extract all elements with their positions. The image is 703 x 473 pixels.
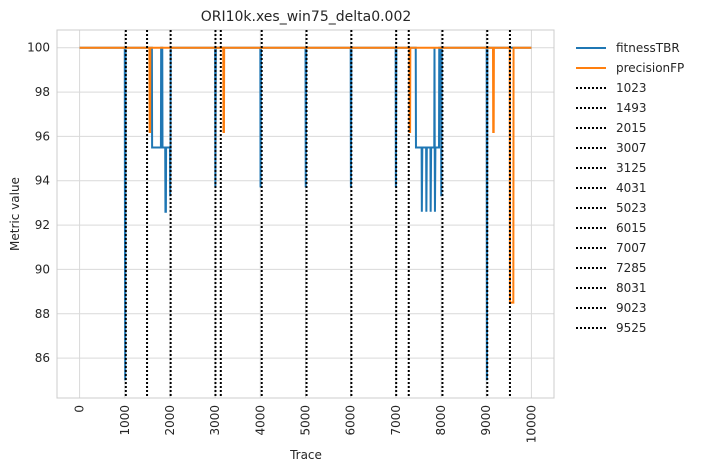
legend-label: 3125	[616, 161, 647, 175]
legend-label: 3007	[616, 141, 647, 155]
legend-label: 9023	[616, 301, 647, 315]
legend-label: 2015	[616, 121, 647, 135]
y-tick-label: 90	[35, 262, 50, 276]
x-tick-label: 1000	[118, 405, 132, 436]
y-tick-label: 94	[35, 174, 50, 188]
y-tick-label: 92	[35, 218, 50, 232]
x-tick-label: 0	[73, 405, 87, 413]
legend-label: fitnessTBR	[616, 41, 680, 55]
legend-label: 8031	[616, 281, 647, 295]
y-tick-label: 100	[27, 41, 50, 55]
x-tick-label: 3000	[208, 405, 222, 436]
legend: fitnessTBR precisionFP 1023 1493 2015 3007 312…	[576, 41, 684, 335]
legend-label: precisionFP	[616, 61, 684, 75]
x-tick-label: 9000	[479, 405, 493, 436]
legend-label: 1023	[616, 81, 647, 95]
legend-label: 7007	[616, 241, 647, 255]
plot-area	[79, 30, 532, 398]
y-tick-labels: 86 88 90 92 94 96 98 100	[27, 41, 50, 365]
legend-label: 9525	[616, 321, 647, 335]
x-tick-label: 2000	[163, 405, 177, 436]
y-tick-label: 86	[35, 351, 50, 365]
legend-label: 5023	[616, 201, 647, 215]
chart-title: ORI10k.xes_win75_delta0.002	[201, 9, 412, 25]
legend-label: 7285	[616, 261, 647, 275]
legend-label: 6015	[616, 221, 647, 235]
y-tick-label: 98	[35, 85, 50, 99]
x-tick-label: 4000	[253, 405, 267, 436]
plot-frame	[56, 29, 555, 399]
x-axis-label: Trace	[289, 448, 322, 462]
x-tick-label: 6000	[344, 405, 358, 436]
x-tick-label: 10000	[524, 405, 538, 443]
legend-label: 1493	[616, 101, 647, 115]
legend-label: 4031	[616, 181, 647, 195]
x-tick-label: 8000	[434, 405, 448, 436]
y-tick-label: 88	[35, 307, 50, 321]
x-tick-label: 7000	[389, 405, 403, 436]
x-tick-labels: 0 1000 2000 3000 4000 5000 6000 7000 8000 9000 100…	[73, 405, 539, 443]
y-tick-label: 96	[35, 129, 50, 143]
y-axis-label: Metric value	[8, 177, 22, 251]
x-tick-label: 5000	[299, 405, 313, 436]
